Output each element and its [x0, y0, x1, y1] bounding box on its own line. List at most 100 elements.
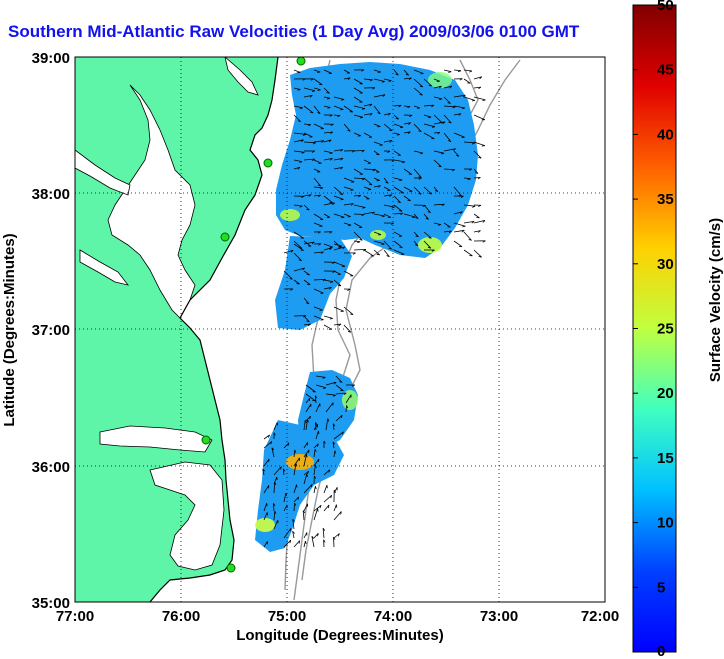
velocity-arrowhead	[313, 475, 317, 479]
velocity-arrow	[303, 297, 310, 305]
velocity-arrowhead	[352, 252, 356, 255]
velocity-arrowhead	[462, 94, 466, 98]
velocity-arrowhead	[449, 85, 453, 89]
velocity-arrowhead	[399, 246, 403, 248]
velocity-arrow	[463, 204, 476, 207]
velocity-arrowhead	[280, 466, 282, 470]
velocity-arrowhead	[302, 510, 306, 514]
velocity-arrowhead	[311, 536, 315, 539]
velocity-arrow	[403, 122, 411, 125]
velocity-arrow	[303, 420, 306, 431]
velocity-hotspot	[342, 390, 358, 410]
velocity-arrowhead	[306, 320, 310, 323]
colorbar-tick-label: 5	[657, 579, 665, 596]
velocity-arrowhead	[329, 152, 333, 155]
velocity-arrow	[443, 148, 456, 152]
velocity-arrowhead	[285, 492, 288, 497]
velocity-arrow	[403, 213, 416, 218]
colorbar-tick-label: 50	[657, 0, 674, 14]
velocity-arrow	[313, 177, 322, 187]
velocity-arrow	[323, 139, 332, 143]
velocity-arrow	[293, 463, 297, 476]
velocity-arrowhead	[371, 211, 375, 215]
velocity-arrowhead	[428, 237, 432, 239]
velocity-arrowhead	[397, 201, 401, 203]
velocity-arrow	[293, 240, 303, 249]
velocity-arrow	[403, 69, 409, 76]
velocity-arrow	[473, 76, 482, 80]
velocity-arrow	[313, 306, 323, 311]
velocity-arrow	[463, 69, 473, 72]
velocity-arrow	[453, 150, 460, 157]
velocity-arrowhead	[477, 177, 481, 180]
velocity-arrow	[353, 105, 366, 109]
velocity-arrowhead	[347, 288, 351, 291]
velocity-arrowhead	[329, 318, 333, 320]
velocity-arrowhead	[389, 140, 393, 143]
velocity-arrowhead	[471, 100, 475, 102]
velocity-arrow	[353, 87, 363, 94]
velocity-arrow	[303, 158, 315, 161]
velocity-arrowhead	[385, 181, 389, 184]
velocity-arrow	[413, 186, 422, 195]
velocity-arrow	[433, 96, 443, 100]
velocity-arrow	[413, 150, 424, 154]
velocity-arrowhead	[438, 165, 442, 168]
velocity-arrow	[423, 231, 432, 239]
velocity-arrow	[373, 141, 383, 146]
velocity-arrowhead	[342, 246, 346, 250]
velocity-arrowhead	[341, 216, 345, 219]
velocity-arrow	[305, 393, 316, 402]
velocity-arrow	[293, 132, 306, 135]
velocity-arrowhead	[289, 540, 292, 544]
velocity-arrow	[473, 220, 486, 224]
velocity-arrow	[313, 448, 316, 458]
velocity-arrow	[323, 158, 333, 161]
velocity-arrow	[313, 186, 324, 189]
velocity-arrowhead	[418, 177, 422, 180]
velocity-arrowhead	[419, 94, 423, 96]
velocity-arrow	[305, 403, 312, 413]
velocity-arrowhead	[469, 168, 473, 171]
velocity-arrowhead	[270, 441, 273, 445]
velocity-arrow	[373, 78, 385, 82]
velocity-arrowhead	[388, 113, 391, 116]
velocity-arrow	[373, 94, 386, 98]
velocity-arrow	[283, 504, 288, 512]
velocity-arrow	[263, 512, 268, 521]
velocity-arrow	[293, 449, 296, 458]
velocity-arrowhead	[437, 224, 442, 226]
velocity-arrow	[373, 105, 381, 114]
velocity-arrowhead	[306, 473, 308, 477]
velocity-arrow	[345, 405, 347, 413]
velocity-arrowhead	[418, 176, 422, 178]
velocity-arrowhead	[319, 309, 323, 311]
velocity-arrow	[332, 441, 335, 449]
velocity-arrow	[323, 202, 335, 206]
velocity-arrow	[463, 177, 471, 180]
velocity-arrow	[383, 194, 392, 197]
velocity-arrowhead	[320, 187, 324, 190]
velocity-arrow	[282, 468, 285, 476]
velocity-arrowhead	[327, 107, 331, 109]
velocity-arrow	[323, 195, 333, 204]
velocity-arrow	[393, 69, 399, 76]
velocity-arrow	[363, 103, 373, 107]
velocity-arrowhead	[407, 131, 411, 135]
velocity-arrow	[313, 194, 321, 197]
colorbar-tick-label: 40	[657, 126, 674, 143]
velocity-arrow	[313, 87, 321, 91]
velocity-arrowhead	[290, 250, 294, 253]
velocity-hotspot	[370, 230, 386, 240]
velocity-arrowhead	[422, 205, 426, 208]
velocity-arrowhead	[461, 107, 465, 110]
velocity-arrowhead	[328, 286, 332, 290]
velocity-arrow	[303, 541, 306, 548]
velocity-arrowhead	[369, 103, 373, 107]
river-potomac	[75, 149, 131, 196]
velocity-arrow	[333, 157, 344, 161]
velocity-arrow	[313, 424, 318, 431]
velocity-arrowhead	[482, 220, 486, 223]
velocity-arrow	[333, 533, 340, 539]
